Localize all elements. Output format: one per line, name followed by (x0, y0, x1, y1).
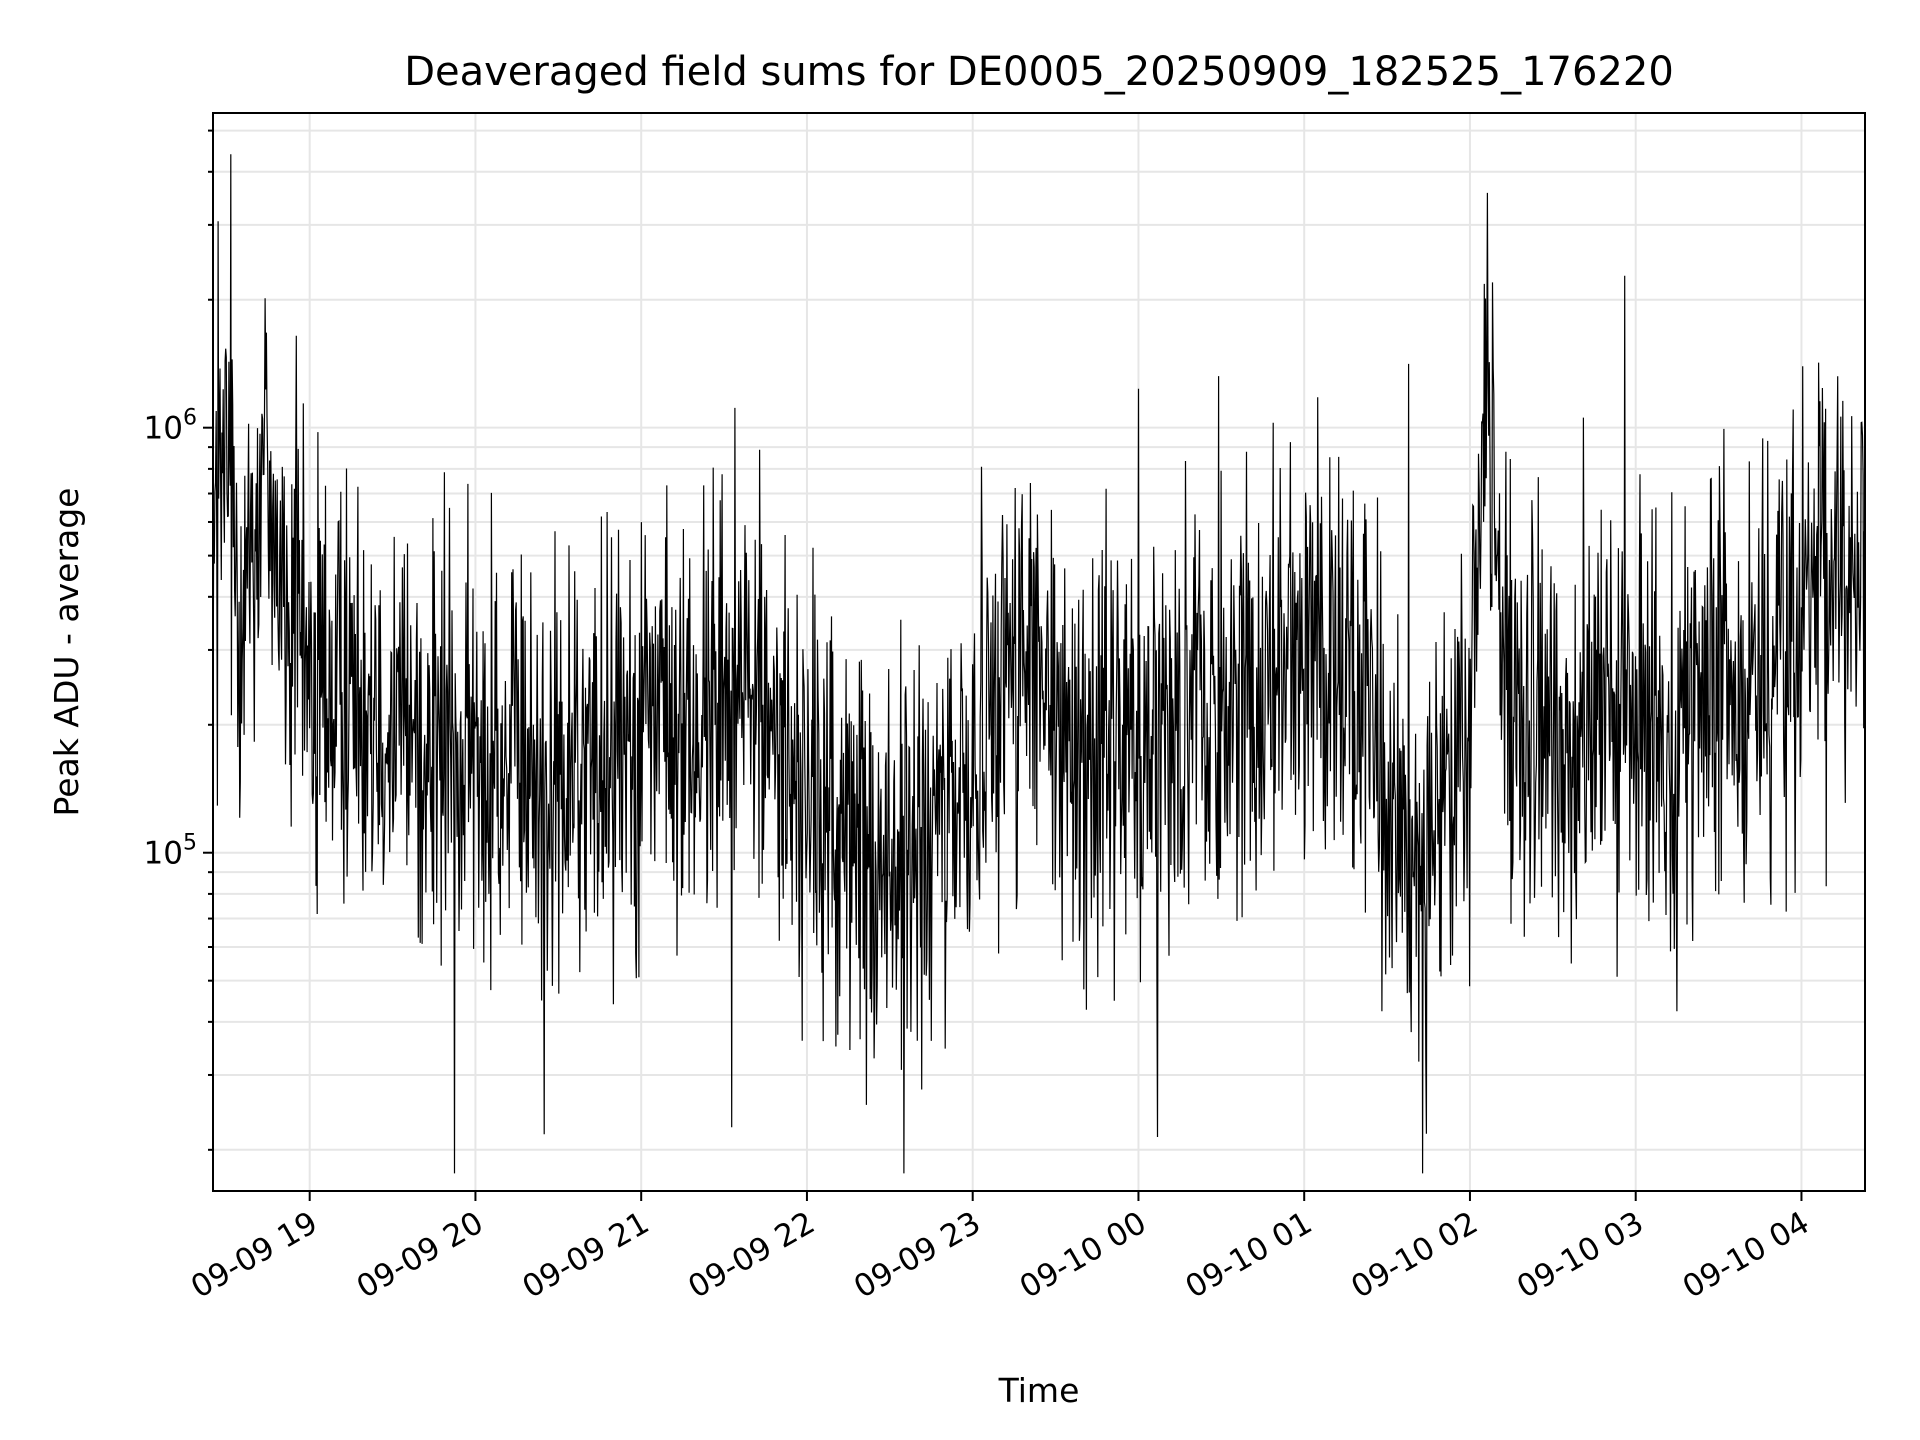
plot-frame (212, 112, 1866, 1192)
chart-title: Deaveraged field sums for DE0005_2025090… (404, 49, 1674, 95)
y-axis-label: Peak ADU - average (47, 488, 86, 817)
x-axis-label: Time (998, 1371, 1080, 1410)
data-line-group (212, 154, 1866, 1174)
data-line (212, 154, 1866, 1174)
